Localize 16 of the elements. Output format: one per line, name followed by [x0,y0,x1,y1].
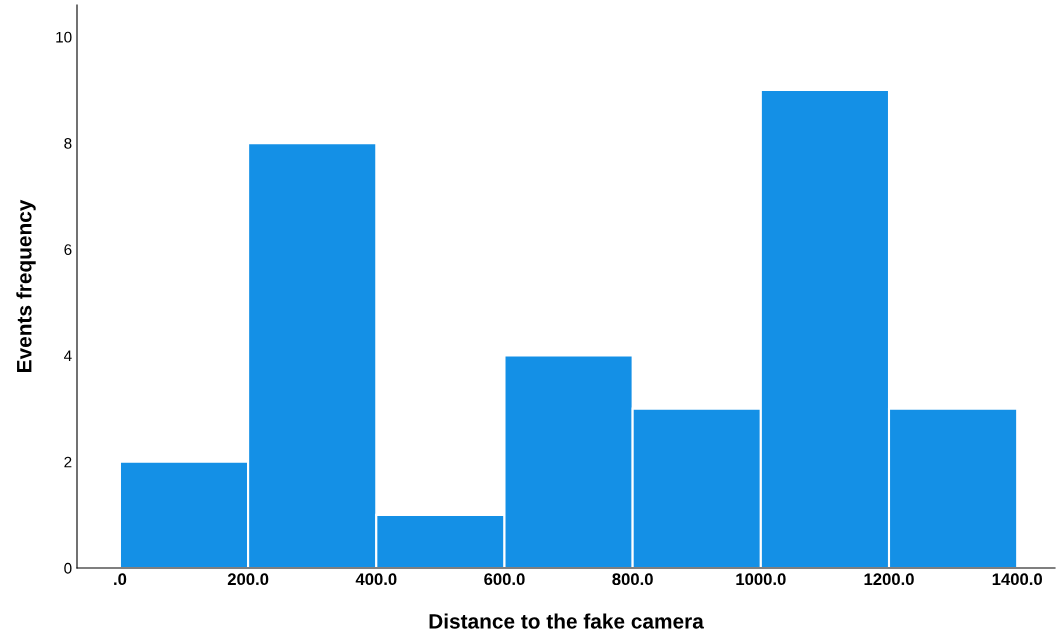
y-tick-label: 4 [63,350,72,362]
y-tick-label: 6 [64,244,72,256]
y-tick-label: 10 [56,31,72,43]
x-tick-label: .0 [114,573,127,586]
y-tick-label: 0 [64,562,72,574]
x-tick-label: 600.0 [484,573,525,586]
x-tick-label: 1200.0 [864,573,914,586]
y-tick-label: 2 [64,456,72,468]
y-tick-label: 8 [64,137,72,149]
x-tick-label: 800.0 [612,573,653,586]
x-tick-label: 400.0 [355,573,397,586]
y-axis-title: Events frequency [16,199,36,372]
x-tick-label: 1000.0 [736,573,786,586]
x-axis-title: Distance to the fake camera [429,613,704,629]
x-tick-label: 200.0 [227,573,269,586]
x-tick-label: 1400.0 [992,573,1042,586]
